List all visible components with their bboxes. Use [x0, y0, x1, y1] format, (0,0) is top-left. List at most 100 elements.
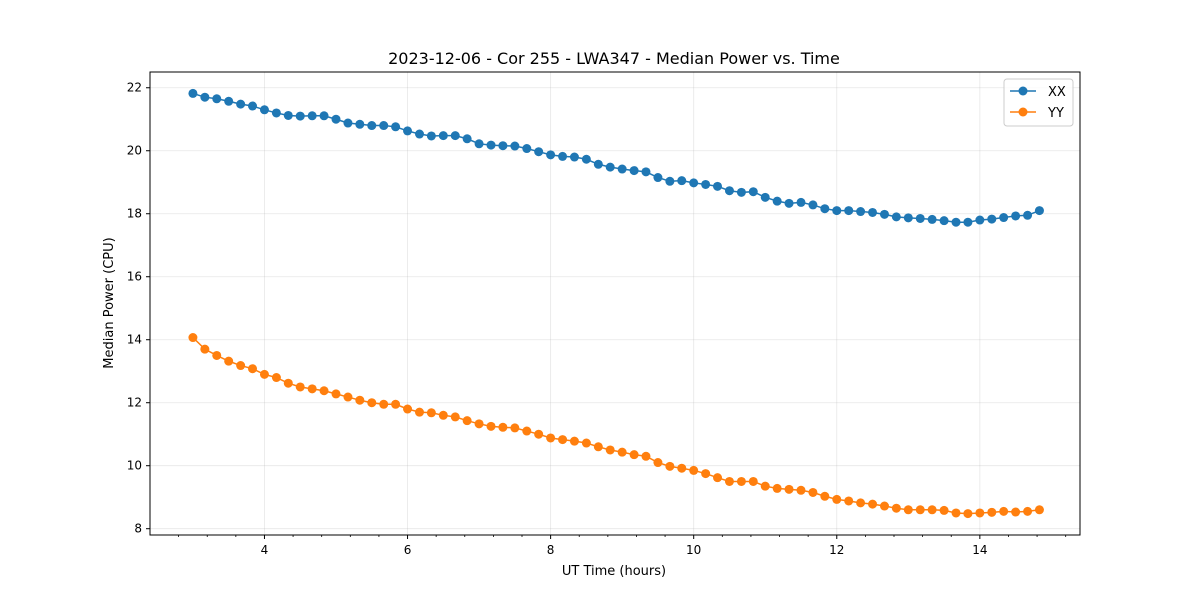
x-tick-label: 10 — [686, 543, 701, 557]
series-yy-point — [498, 422, 508, 432]
chart-title: 2023-12-06 - Cor 255 - LWA347 - Median P… — [388, 49, 840, 68]
series-xx-point — [403, 126, 413, 136]
x-tick-label: 4 — [261, 543, 269, 557]
x-axis-label: UT Time (hours) — [562, 564, 666, 579]
series-yy-point — [796, 485, 806, 495]
series-xx-point — [629, 166, 639, 176]
series-xx-point — [927, 214, 937, 224]
series-yy-point — [534, 429, 544, 439]
series-xx-point — [832, 206, 842, 216]
series-xx-point — [522, 144, 532, 154]
y-tick-label: 18 — [127, 207, 142, 221]
series-xx-point — [868, 207, 878, 217]
series-xx-point — [999, 213, 1009, 223]
series-xx-point — [665, 176, 675, 186]
series-yy-point — [653, 458, 663, 468]
plot-frame — [149, 71, 1081, 536]
series-yy-point — [581, 438, 591, 448]
series-xx-point — [224, 96, 234, 106]
series-yy-point — [808, 487, 818, 497]
legend-xx-label: XX — [1048, 85, 1066, 100]
series-yy-point — [724, 476, 734, 486]
series-xx-point — [319, 111, 329, 121]
series-yy-point — [617, 447, 627, 457]
series-xx-point — [379, 121, 389, 131]
series-xx-point — [271, 108, 281, 118]
series-yy-point — [188, 333, 198, 343]
series-xx-point — [236, 99, 246, 109]
series-xx-point — [534, 147, 544, 157]
series-yy-point — [522, 426, 532, 436]
series-yy-point — [999, 506, 1009, 516]
series-yy-point — [486, 421, 496, 431]
y-tick-label: 16 — [127, 270, 142, 284]
series-xx-point — [1034, 206, 1044, 216]
series-xx-point — [426, 131, 436, 141]
y-tick-label: 10 — [127, 459, 142, 473]
series-xx-point — [581, 154, 591, 164]
series-yy-point — [784, 484, 794, 494]
series-yy-point — [248, 364, 258, 374]
legend-yy-marker — [1018, 107, 1028, 117]
series-yy-point — [975, 508, 985, 518]
series-xx-point — [510, 141, 520, 151]
series-xx-point — [689, 178, 699, 188]
series-xx-point — [844, 206, 854, 216]
series-yy-point — [713, 473, 723, 483]
series-xx-point — [617, 164, 627, 174]
series-xx-point — [748, 187, 758, 197]
series-xx-point — [915, 213, 925, 223]
series-xx-point — [903, 213, 913, 223]
series-xx-point — [975, 215, 985, 225]
series-xx-point — [546, 150, 556, 160]
series-xx-point — [414, 129, 424, 139]
series-xx-point — [879, 209, 889, 219]
series-xx-point — [486, 140, 496, 150]
series-yy-point — [1023, 506, 1033, 516]
series-xx-point — [343, 118, 353, 128]
series-yy-point — [748, 476, 758, 486]
series-yy-point — [438, 410, 448, 420]
series-yy-point — [426, 408, 436, 418]
series-yy-point — [641, 451, 651, 461]
y-axis-label: Median Power (CPU) — [102, 237, 117, 368]
series-xx-point — [438, 131, 448, 141]
series-xx-point — [1023, 210, 1033, 220]
series-xx-point — [939, 216, 949, 226]
series-yy-point — [736, 476, 746, 486]
series-yy-point — [701, 469, 711, 479]
series-yy-point — [319, 386, 329, 396]
axis-layer: 4 6 8 10 12 14 8 10 12 14 16 18 20 22 — [127, 81, 1067, 557]
series-yy-point — [212, 350, 222, 360]
series-yy-point — [546, 433, 556, 443]
series-yy-point — [915, 505, 925, 515]
series-xx-point — [295, 111, 305, 121]
series-xx-point — [367, 121, 377, 131]
series-yy-point — [558, 435, 568, 445]
series-xx-point — [653, 173, 663, 183]
series-xx-point — [796, 197, 806, 207]
x-tick-label: 12 — [829, 543, 844, 557]
series-yy-point — [677, 463, 687, 473]
series-xx-point — [355, 119, 365, 129]
series-xx-point — [1011, 211, 1021, 221]
y-tick-label: 14 — [127, 333, 142, 347]
series-xx-point — [891, 212, 901, 222]
series-xx-point — [188, 88, 198, 98]
series-yy-point — [510, 423, 520, 433]
series-xx-point — [641, 167, 651, 177]
series-yy-point — [224, 356, 234, 366]
series-xx-point — [760, 192, 770, 202]
series-xx-point — [701, 179, 711, 189]
series-yy-point — [450, 412, 460, 422]
series-yy-point — [629, 450, 639, 460]
series-xx-point — [569, 152, 579, 162]
grid-layer — [150, 72, 1080, 535]
series-xx-point — [677, 176, 687, 186]
series-xx-point — [951, 217, 961, 227]
series-yy-point — [844, 496, 854, 506]
series-xx-point — [331, 114, 341, 124]
